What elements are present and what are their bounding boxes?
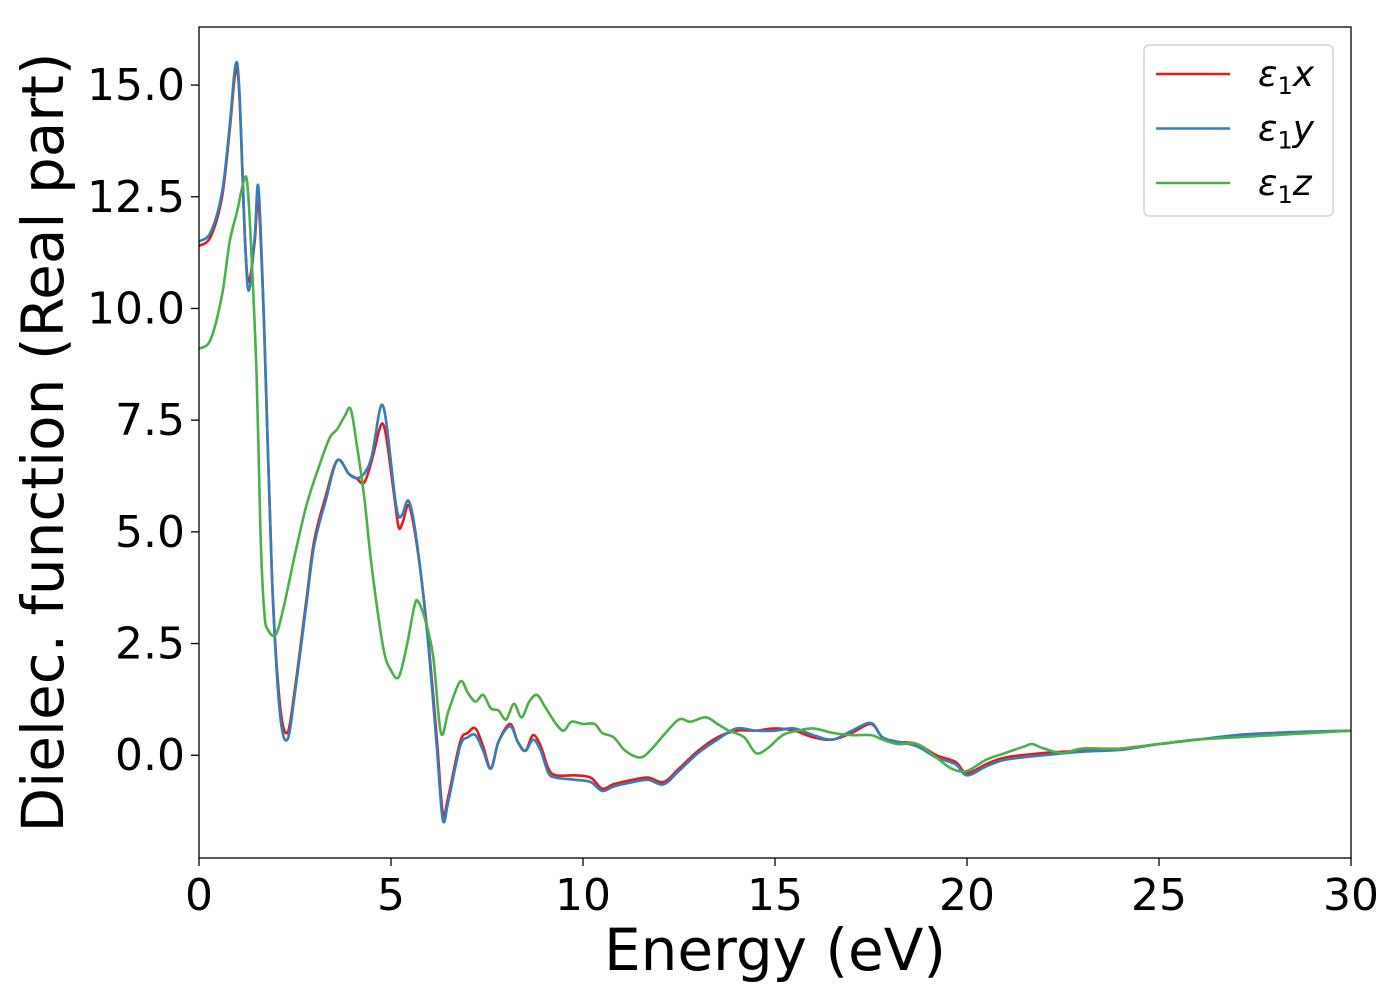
x-tick-label: 30	[1323, 870, 1379, 921]
y-axis: 0.0 2.5 5.0 7.5 10.0 12.5 15.0	[87, 60, 199, 781]
x-tick-label: 0	[185, 870, 213, 921]
y-tick-label: 10.0	[87, 283, 185, 334]
y-tick-label: 12.5	[87, 172, 185, 223]
legend-label-z: ε1z	[1258, 163, 1313, 209]
x-tick-label: 10	[555, 870, 611, 921]
x-axis: 0 5 10 15 20 25 30	[185, 858, 1379, 921]
series-layer	[199, 60, 1351, 824]
legend-box	[1143, 44, 1334, 217]
series-line-z	[199, 175, 1351, 773]
x-tick-label: 15	[747, 870, 803, 921]
y-tick-label: 2.5	[115, 619, 185, 670]
legend-label-x: ε1x	[1258, 54, 1315, 100]
x-tick-label: 25	[1131, 870, 1187, 921]
legend: ε1x ε1y ε1z	[1143, 44, 1334, 217]
y-tick-label: 7.5	[115, 395, 185, 446]
y-tick-label: 15.0	[87, 60, 185, 111]
x-axis-title: Energy (eV)	[604, 916, 946, 984]
y-tick-label: 5.0	[115, 507, 185, 558]
y-tick-label: 0.0	[115, 730, 185, 781]
x-tick-label: 5	[377, 870, 405, 921]
y-axis-title: Dielec. function (Real part)	[9, 52, 77, 832]
legend-label-y: ε1y	[1258, 109, 1315, 155]
x-tick-label: 20	[939, 870, 995, 921]
